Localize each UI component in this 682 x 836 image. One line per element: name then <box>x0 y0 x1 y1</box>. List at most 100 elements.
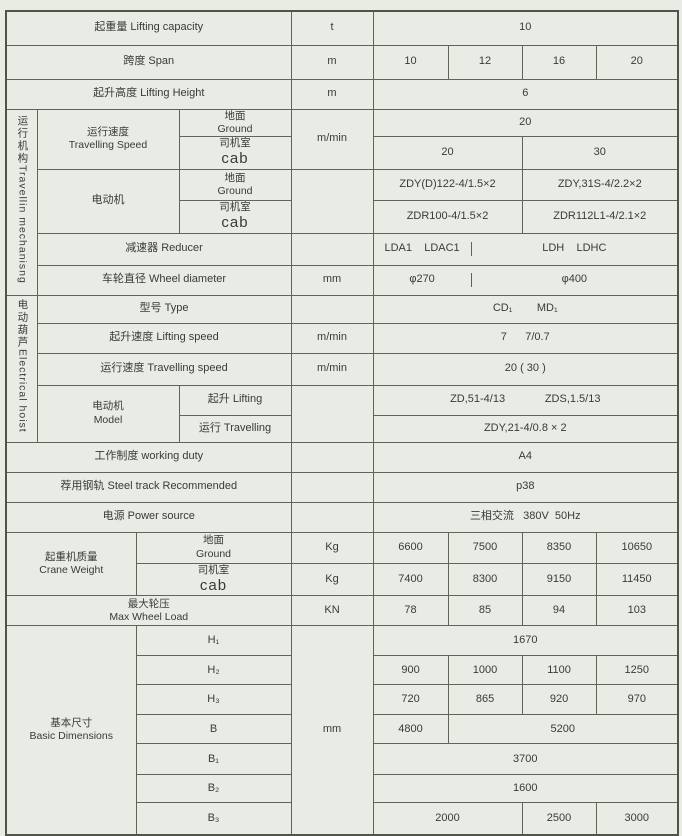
row-label: 最大轮压 Max Wheel Load <box>5 595 292 627</box>
value-cell: 2000 <box>372 802 523 836</box>
sub-label-cab: 司机室 cab <box>135 562 292 597</box>
unit-cell: mm <box>290 625 374 836</box>
row-dim-b: B 4800 5200 <box>6 714 679 745</box>
value-cell: 三相交流 380V 50Hz <box>372 501 679 533</box>
sub-label-ground: 地面 Ground <box>178 168 292 201</box>
sub-label-travelling: 运行 Travelling <box>178 414 292 443</box>
sub-label-b1: B₁ <box>135 743 292 776</box>
value-cell: ZDY(D)122-4/1.5×2 <box>372 168 523 201</box>
label-en: Max Wheel Load <box>109 610 189 623</box>
sub-label-ground: 地面 Ground <box>178 108 292 137</box>
section-label-zh: 电动葫芦 <box>16 299 29 350</box>
value-cell: 970 <box>595 684 679 716</box>
row-dim-h2: H₂ 900 1000 1100 1250 <box>6 655 679 686</box>
unit-cell: m/min <box>290 108 374 170</box>
value-cell: 20 <box>372 108 679 137</box>
sub-label-b: B <box>135 714 292 745</box>
row-span: 跨度 Span m 10 12 16 20 <box>5 44 679 80</box>
row-travel-motor-ground: 电动机 地面 Ground ZDY(D)122-4/1.5×2 ZDY,31S-… <box>6 168 679 234</box>
unit-cell: Kg <box>290 531 374 564</box>
value-cell: ZDR100-4/1.5×2 <box>372 199 523 234</box>
label-zh: 基本尺寸 <box>50 717 93 729</box>
row-dim-b2: B₂ 1600 <box>6 774 679 804</box>
value-cell: 30 <box>521 135 679 170</box>
row-travelling-speed-ground: 运行机构Travellin mechanisng 运行速度 Travelling… <box>5 108 679 296</box>
row-label: 跨度 Span <box>5 44 292 80</box>
sub-label-h1: H₁ <box>135 625 292 657</box>
label-zh: 司机室 <box>219 136 251 149</box>
value-cell: 1600 <box>372 774 679 804</box>
value-cell: 8300 <box>447 562 523 597</box>
value-cell: 5200 <box>447 714 679 745</box>
sub-label-lifting: 起升 Lifting <box>178 384 292 416</box>
row-label: 车轮直径 Wheel diameter <box>36 264 292 296</box>
unit-cell: m/min <box>290 322 374 354</box>
row-lifting-height: 起升高度 Lifting Height m 6 <box>5 78 679 110</box>
unit-cell-empty <box>290 471 374 503</box>
value-cell: 1100 <box>521 655 597 686</box>
row-crane-weight-ground: 起重机质量 Crane Weight 地面 Ground Kg 6600 750… <box>5 531 679 597</box>
row-hoist-motor-lifting: 电动机 Model 起升 Lifting ZD,51-4/13 ZDS,1.5/… <box>6 384 679 443</box>
label-en: Ground <box>217 122 253 135</box>
row-travelling-speed-cab: 司机室 cab 20 30 <box>6 135 679 170</box>
sub-label-h3: H₃ <box>135 684 292 716</box>
row-hoist-motor-travelling: 运行 Travelling ZDY,21-4/0.8 × 2 <box>6 414 679 443</box>
sub-label-cab: 司机室 cab <box>178 135 292 170</box>
value-left: φ270 <box>374 273 472 287</box>
label-en: Model <box>93 413 123 426</box>
value-cell: 10 <box>372 44 449 80</box>
row-hoist-travelling-speed: 运行速度 Travelling speed m/min 20 ( 30 ) <box>6 352 679 386</box>
section-label-electrical-hoist: 电动葫芦Electrical hoist <box>5 294 38 443</box>
value-cell-split: LDA1 LDAC1 LDH LDHC <box>372 232 679 266</box>
unit-cell: Kg <box>290 562 374 597</box>
section-label-zh: 运行机构 <box>16 115 29 166</box>
unit-cell: m <box>290 78 374 110</box>
unit-cell: mm <box>290 264 374 296</box>
unit-cell-empty <box>290 232 374 266</box>
value-cell: 720 <box>372 684 449 716</box>
label-en: cab <box>199 576 228 594</box>
row-hoist-type: 电动葫芦Electrical hoist 型号 Type CD₁ MD₁ <box>5 294 679 443</box>
label-en: cab <box>221 149 249 167</box>
row-label-basic-dimensions: 基本尺寸 Basic Dimensions <box>5 625 137 836</box>
row-label: 型号 Type <box>36 294 292 324</box>
row-label: 起升高度 Lifting Height <box>5 78 292 110</box>
label-zh: 起重机质量 <box>45 550 98 563</box>
row-label: 起重量 Lifting capacity <box>5 10 292 46</box>
value-cell: 85 <box>447 595 523 627</box>
row-power-source: 电源 Power source 三相交流 380V 50Hz <box>5 501 679 533</box>
label-en: cab <box>221 213 249 231</box>
label-en: Ground <box>217 184 253 197</box>
value-cell: 16 <box>521 44 597 80</box>
section-label-en: Travellin mechanisng <box>16 165 29 285</box>
value-cell: 20 <box>595 44 679 80</box>
value-cell: 10 <box>372 10 679 46</box>
row-label: 电源 Power source <box>5 501 292 533</box>
unit-cell-empty <box>290 384 374 443</box>
value-left: LDA1 LDAC1 <box>374 242 472 256</box>
unit-cell-empty <box>290 441 374 473</box>
value-cell: ZDR112L1-4/2.1×2 <box>521 199 679 234</box>
row-label: 起升速度 Lifting speed <box>36 322 292 354</box>
value-right: LDH LDHC <box>542 242 607 255</box>
value-cell: 4800 <box>372 714 449 745</box>
value-cell: 11450 <box>595 562 679 597</box>
value-cell: 7 7/0.7 <box>372 322 679 354</box>
sub-label-cab: 司机室 cab <box>178 199 292 234</box>
unit-cell-empty <box>290 294 374 324</box>
value-cell: 94 <box>521 595 597 627</box>
row-lifting-capacity: 起重量 Lifting capacity t 10 <box>5 10 679 46</box>
vertical-section-text: 电动葫芦Electrical hoist <box>15 299 28 433</box>
value-cell: 865 <box>447 684 523 716</box>
row-hoist-lifting-speed: 起升速度 Lifting speed m/min 7 7/0.7 <box>6 322 679 354</box>
sub-label-ground: 地面 Ground <box>135 531 292 564</box>
value-cell: 7400 <box>372 562 449 597</box>
vertical-section-text: 运行机构Travellin mechanisng <box>15 115 28 284</box>
row-label: 减速器 Reducer <box>36 232 292 266</box>
value-cell: 900 <box>372 655 449 686</box>
label-zh: 最大轮压 <box>127 597 170 610</box>
row-max-wheel-load: 最大轮压 Max Wheel Load KN 78 85 94 103 <box>5 595 679 627</box>
value-cell: ZD,51-4/13 ZDS,1.5/13 <box>372 384 679 416</box>
value-cell: 10650 <box>595 531 679 564</box>
label-zh: 司机室 <box>197 563 230 576</box>
